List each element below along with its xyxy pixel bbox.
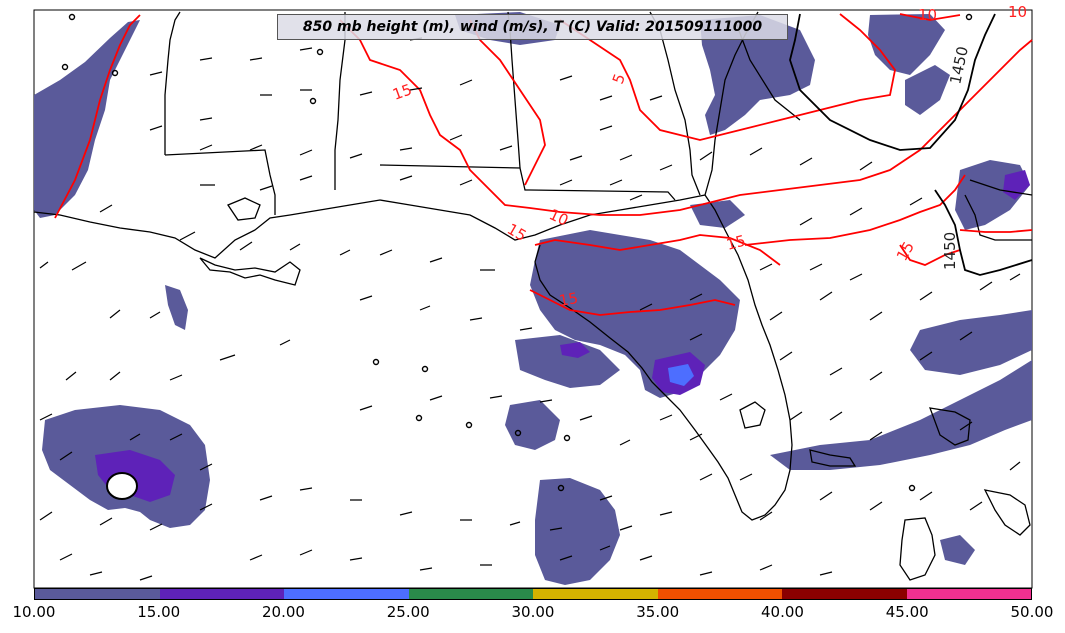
- colorbar-tick-label: 20.00: [262, 603, 305, 621]
- colorbar-segment: [782, 589, 907, 599]
- temp-label: 15: [724, 232, 747, 254]
- coastlines: [33, 11, 1033, 581]
- colorbar-segment: [159, 589, 284, 599]
- temp-label: 10: [1008, 3, 1027, 21]
- colorbar-tick-label: 30.00: [511, 603, 555, 621]
- storm-eye: [106, 472, 138, 500]
- colorbar-tick-label: 50.00: [1010, 603, 1054, 621]
- temperature-contours: [54, 13, 1033, 316]
- wind-barbs: [39, 37, 1021, 581]
- colorbar: [34, 588, 1032, 600]
- height-contours: [789, 13, 1033, 276]
- colorbar-segment: [533, 589, 658, 599]
- temp-label: 10: [918, 6, 937, 24]
- temp-label: 15: [558, 289, 580, 310]
- colorbar-segment: [408, 589, 533, 599]
- colorbar-segment: [35, 589, 160, 599]
- colorbar-segment: [284, 589, 409, 599]
- station-markers: [61, 13, 973, 492]
- colorbar-tick-label: 10.00: [12, 603, 56, 621]
- colorbar-segment: [906, 589, 1031, 599]
- colorbar-segment: [657, 589, 782, 599]
- colorbar-tick-label: 15.00: [137, 603, 181, 621]
- colorbar-tick-label: 40.00: [761, 603, 804, 621]
- temp-label: 15: [390, 80, 414, 103]
- precip-heavier: [668, 364, 694, 386]
- colorbar-tick-label: 45.00: [885, 603, 929, 621]
- height-label: 1450: [941, 232, 959, 270]
- colorbar-tick-label: 35.00: [636, 603, 680, 621]
- colorbar-tick-label: 25.00: [386, 603, 430, 621]
- map-title: 850 mb height (m), wind (m/s), T (C) Val…: [277, 14, 788, 40]
